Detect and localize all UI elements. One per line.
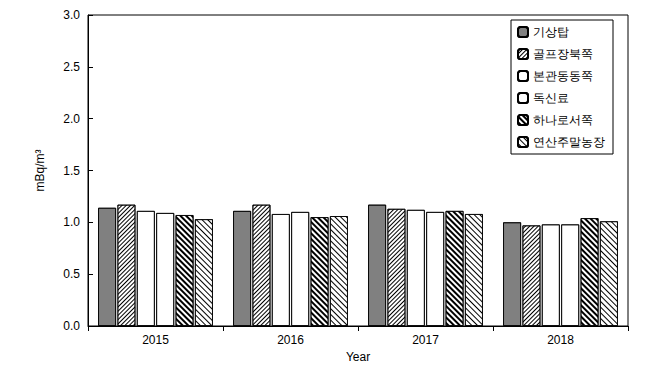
svg-text:0.5: 0.5 — [63, 267, 80, 281]
svg-text:2016: 2016 — [277, 333, 304, 347]
svg-text:0.0: 0.0 — [63, 319, 80, 333]
svg-text:2018: 2018 — [547, 333, 574, 347]
svg-text:하나로서쪽: 하나로서쪽 — [533, 113, 593, 127]
svg-text:골프장북쪽: 골프장북쪽 — [533, 47, 593, 61]
svg-text:2015: 2015 — [142, 333, 169, 347]
svg-text:본관동동쪽: 본관동동쪽 — [533, 69, 593, 83]
svg-text:2.0: 2.0 — [63, 112, 80, 126]
svg-text:1.0: 1.0 — [63, 215, 80, 229]
svg-text:Year: Year — [346, 350, 370, 364]
svg-text:연산주말농장: 연산주말농장 — [533, 135, 605, 149]
svg-text:2017: 2017 — [412, 333, 439, 347]
svg-text:독신료: 독신료 — [533, 91, 569, 105]
svg-text:2.5: 2.5 — [63, 60, 80, 74]
svg-text:3.0: 3.0 — [63, 8, 80, 22]
svg-text:mBq/m³: mBq/m³ — [33, 149, 47, 191]
svg-text:기상탑: 기상탑 — [533, 25, 569, 39]
svg-text:1.5: 1.5 — [63, 164, 80, 178]
